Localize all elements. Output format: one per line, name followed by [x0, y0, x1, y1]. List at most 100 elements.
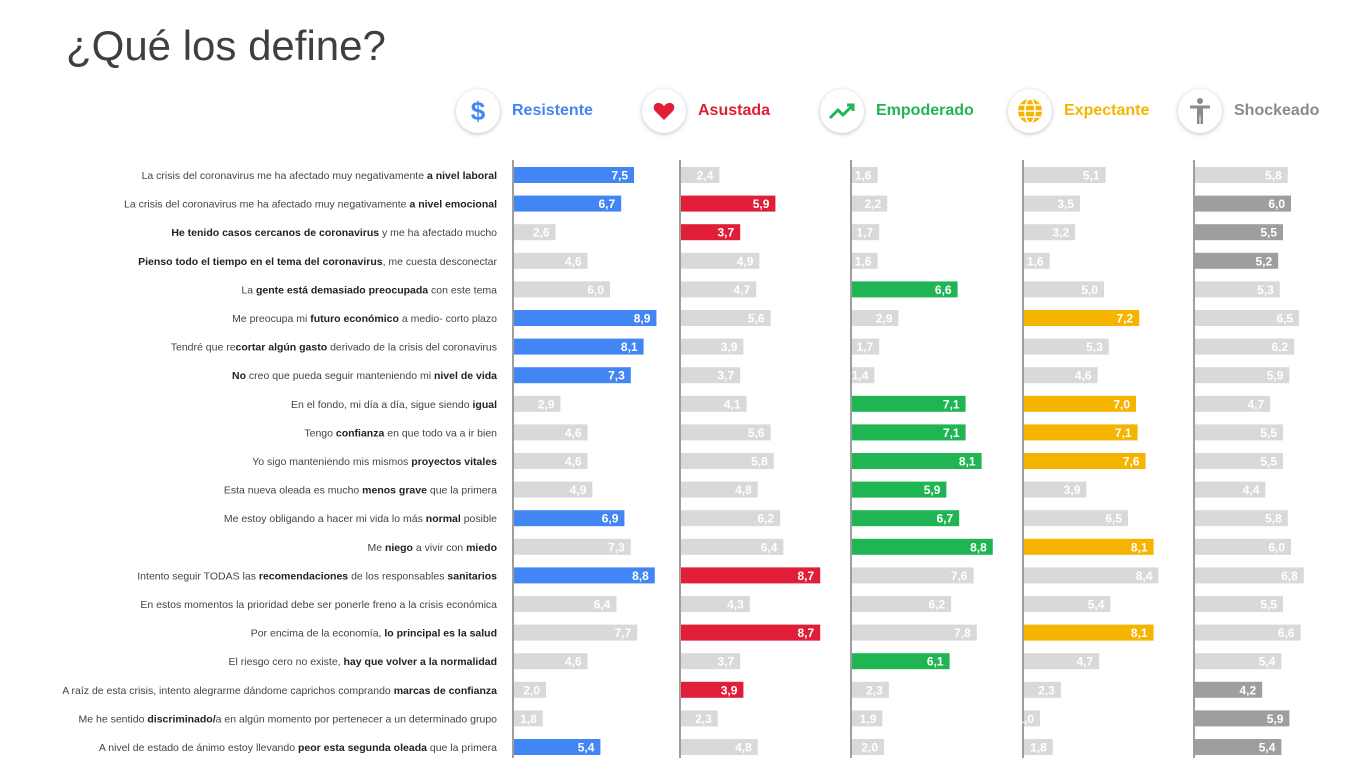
- row-label-10: Yo sigo manteniendo mis mismos proyectos…: [252, 456, 497, 468]
- value-label-expectante-14: 8,4: [1136, 569, 1153, 583]
- value-label-shockeado-4: 5,3: [1257, 283, 1274, 297]
- legend-expectante: Expectante: [1008, 88, 1149, 134]
- row-label-20: A nivel de estado de ánimo estoy llevand…: [99, 742, 497, 754]
- bar-shockeado-8: [1195, 395, 1271, 412]
- legend-label-expectante: Expectante: [1064, 102, 1150, 119]
- bar-asustada-14: [681, 567, 821, 584]
- bar-asustada-13: [681, 538, 784, 555]
- bar-expectante-6: [1024, 338, 1109, 355]
- value-label-expectante-7: 4,6: [1075, 369, 1092, 383]
- bar-empoderado-3: [852, 252, 878, 269]
- bar-asustada-3: [681, 252, 760, 269]
- legend-shockeado: Shockeado: [1178, 88, 1319, 134]
- legend-badge: [1178, 89, 1222, 133]
- legend-resistente: $ Resistente: [456, 88, 593, 134]
- bar-expectante-20: [1024, 739, 1053, 755]
- value-label-resistente-5: 8,9: [634, 312, 651, 326]
- bar-resistente-9: [514, 424, 588, 441]
- value-label-resistente-10: 4,6: [565, 455, 582, 469]
- row-label-1: La crisis del coronavirus me ha afectado…: [124, 199, 497, 211]
- value-label-resistente-1: 6,7: [599, 197, 616, 211]
- bar-shockeado-3: [1195, 252, 1279, 269]
- value-label-empoderado-6: 1,7: [857, 340, 874, 354]
- bar-resistente-12: [514, 510, 625, 527]
- value-label-asustada-0: 2,4: [697, 169, 714, 183]
- bar-asustada-2: [681, 224, 741, 241]
- value-label-asustada-13: 6,4: [761, 540, 778, 554]
- bar-resistente-3: [514, 252, 588, 269]
- value-label-asustada-3: 4,9: [737, 254, 754, 268]
- row-label-9: Tengo confianza en que todo va a ir bien: [304, 427, 497, 439]
- bar-shockeado-5: [1195, 310, 1299, 326]
- trending-up-icon: [828, 103, 855, 120]
- value-label-asustada-20: 4,8: [735, 741, 752, 755]
- bar-shockeado-7: [1195, 367, 1290, 384]
- row-label-4: La gente está demasiado preocupada con e…: [241, 284, 497, 296]
- value-label-shockeado-9: 5,5: [1260, 426, 1277, 440]
- row-label-6: Tendré que recortar algún gasto derivado…: [171, 342, 497, 354]
- bar-expectante-14: [1024, 567, 1159, 584]
- legend-label-asustada: Asustada: [698, 102, 771, 119]
- bar-resistente-11: [514, 481, 593, 498]
- value-label-empoderado-8: 7,1: [943, 397, 960, 411]
- value-label-asustada-4: 4,7: [734, 283, 751, 297]
- bar-empoderado-17: [852, 653, 950, 670]
- bar-asustada-10: [681, 453, 774, 469]
- value-label-empoderado-19: 1,9: [860, 712, 877, 726]
- value-label-shockeado-8: 4,7: [1248, 397, 1265, 411]
- bar-expectante-10: [1024, 453, 1146, 469]
- globe-icon: [1018, 98, 1042, 124]
- bar-empoderado-9: [852, 424, 966, 441]
- value-label-shockeado-10: 5,5: [1260, 455, 1277, 469]
- bar-asustada-5: [681, 310, 771, 326]
- value-label-empoderado-4: 6,6: [935, 283, 952, 297]
- value-label-asustada-15: 4,3: [727, 598, 744, 612]
- value-label-expectante-4: 5,0: [1081, 283, 1098, 297]
- bar-asustada-4: [681, 281, 757, 298]
- bar-shockeado-15: [1195, 596, 1283, 612]
- row-label-13: Me niego a vivir con miedo: [367, 542, 497, 554]
- value-label-resistente-2: 2,6: [533, 226, 550, 240]
- value-label-empoderado-5: 2,9: [876, 312, 893, 326]
- value-label-empoderado-11: 5,9: [924, 483, 941, 497]
- value-label-expectante-15: 5,4: [1088, 598, 1105, 612]
- value-label-expectante-13: 8,1: [1131, 540, 1148, 554]
- bar-asustada-15: [681, 596, 750, 612]
- value-label-shockeado-20: 5,4: [1259, 741, 1276, 755]
- bar-resistente-17: [514, 653, 588, 670]
- legend-badge: [820, 89, 864, 133]
- value-label-expectante-20: 1,8: [1030, 741, 1047, 755]
- bar-shockeado-10: [1195, 453, 1283, 469]
- bar-asustada-20: [681, 739, 758, 755]
- legend-label-shockeado: Shockeado: [1234, 102, 1320, 119]
- bar-expectante-19: [1024, 710, 1040, 727]
- bar-empoderado-2: [852, 224, 880, 241]
- value-label-asustada-17: 3,7: [718, 655, 735, 669]
- bar-resistente-19: [514, 710, 543, 727]
- value-label-asustada-16: 8,7: [798, 626, 815, 640]
- value-label-shockeado-5: 6,5: [1276, 312, 1293, 326]
- value-label-empoderado-3: 1,6: [855, 254, 872, 268]
- bar-asustada-9: [681, 424, 771, 441]
- row-label-0: La crisis del coronavirus me ha afectado…: [142, 170, 498, 182]
- bar-expectante-16: [1024, 624, 1154, 641]
- value-label-expectante-12: 6,5: [1105, 512, 1122, 526]
- value-label-expectante-17: 4,7: [1077, 655, 1094, 669]
- value-label-shockeado-0: 5,8: [1265, 169, 1282, 183]
- legend-badge: [1008, 89, 1052, 133]
- value-label-expectante-3: 1,6: [1027, 254, 1044, 268]
- value-label-resistente-0: 7,5: [611, 169, 628, 183]
- bar-resistente-5: [514, 310, 657, 326]
- bar-expectante-15: [1024, 596, 1111, 612]
- bar-expectante-1: [1024, 195, 1080, 212]
- legend-badge: $: [456, 89, 500, 133]
- bar-shockeado-18: [1195, 681, 1263, 698]
- bar-empoderado-5: [852, 310, 899, 326]
- bar-asustada-6: [681, 338, 744, 355]
- value-label-resistente-13: 7,3: [608, 540, 625, 554]
- bar-asustada-11: [681, 481, 758, 498]
- legend-asustada: Asustada: [642, 88, 770, 134]
- bar-expectante-13: [1024, 538, 1154, 555]
- bar-asustada-17: [681, 653, 741, 670]
